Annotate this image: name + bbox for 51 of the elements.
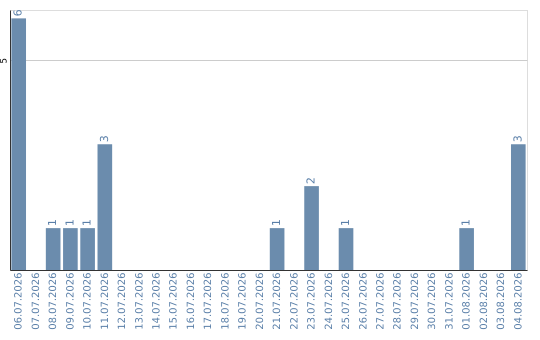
x-tick-label: 14.07.2026 <box>152 272 163 330</box>
x-tick-label: 15.07.2026 <box>168 272 180 330</box>
data-label: 1 <box>80 219 94 226</box>
x-tick-label: 13.07.2026 <box>134 272 146 330</box>
bar <box>270 228 284 270</box>
x-tick-label: 19.07.2026 <box>238 272 249 330</box>
x-tick-label: 27.07.2026 <box>375 272 386 330</box>
bar <box>338 228 354 270</box>
x-tick-label: 25.07.2026 <box>341 272 352 330</box>
x-tick-label: 02.08.2026 <box>478 272 490 330</box>
x-tick-label: 06.07.2026 <box>14 272 25 330</box>
data-label: 3 <box>98 135 111 142</box>
x-tick-label: 08.07.2026 <box>48 272 60 330</box>
x-tick-label: 07.07.2026 <box>30 272 42 330</box>
x-tick-label: 12.07.2026 <box>117 272 128 330</box>
x-tick-label: 16.07.2026 <box>186 272 197 330</box>
bar <box>80 228 95 270</box>
data-label: 1 <box>339 219 352 226</box>
x-tick-label: 29.07.2026 <box>410 272 421 330</box>
data-label: 6 <box>12 9 25 16</box>
bar <box>98 144 112 270</box>
x-tick-label: 04.08.2026 <box>513 272 524 330</box>
x-tick-label: 28.07.2026 <box>392 272 404 330</box>
data-label: 1 <box>63 219 76 226</box>
bar <box>46 228 60 270</box>
x-tick-label: 03.08.2026 <box>496 272 508 330</box>
x-tick-label: 22.07.2026 <box>289 272 300 330</box>
x-tick-label: 01.08.2026 <box>462 272 473 330</box>
data-label: 1 <box>270 219 284 226</box>
bar <box>510 144 526 270</box>
x-tick-label: 24.07.2026 <box>324 272 335 330</box>
data-label: 1 <box>46 219 60 226</box>
data-label: 3 <box>511 135 524 142</box>
bar <box>11 18 26 270</box>
x-tick-label: 21.07.2026 <box>272 272 284 330</box>
x-tick-label: 26.07.2026 <box>358 272 370 330</box>
x-tick-label: 31.07.2026 <box>444 272 456 330</box>
x-tick-label: 23.07.2026 <box>306 272 318 330</box>
x-tick-label: 30.07.2026 <box>427 272 438 330</box>
x-tick-label: 17.07.2026 <box>203 272 214 330</box>
x-tick-label: 18.07.2026 <box>220 272 232 330</box>
bar <box>63 228 78 270</box>
y-tick-label: 5 <box>0 58 10 64</box>
data-label: 2 <box>304 177 318 184</box>
bar <box>459 228 474 270</box>
x-tick-label: 10.07.2026 <box>82 272 94 330</box>
x-tick-label: 09.07.2026 <box>65 272 76 330</box>
bar <box>304 186 319 270</box>
x-tick-label: 11.07.2026 <box>100 272 111 330</box>
x-tick-label: 20.07.2026 <box>254 272 266 330</box>
data-label: 1 <box>460 219 473 226</box>
